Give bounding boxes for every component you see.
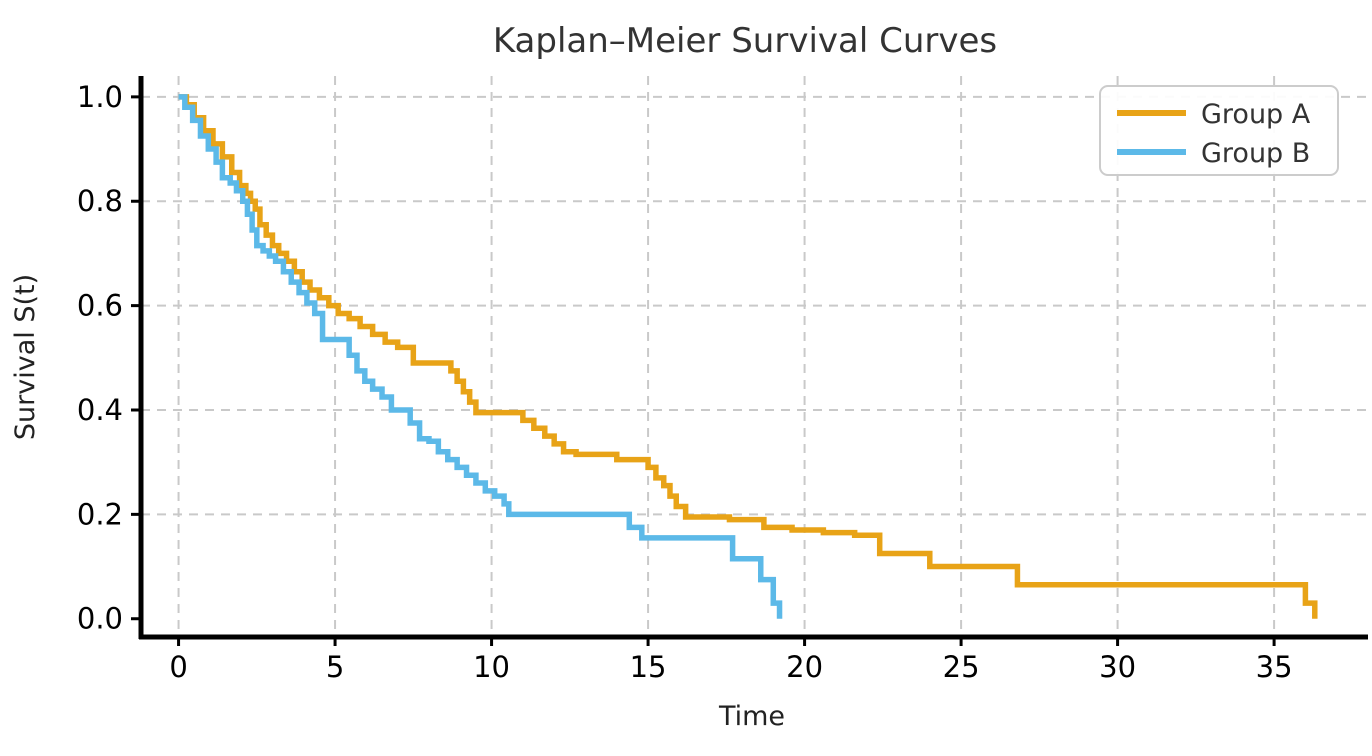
y-tick-label-2: 0.4	[77, 393, 123, 427]
y-axis-label: Survival S(t)	[10, 274, 41, 440]
y-tick-label-4: 0.8	[77, 184, 123, 218]
x-tick-label-6: 30	[1099, 650, 1136, 684]
x-tick-label-3: 15	[630, 650, 667, 684]
y-tick-label-1: 0.2	[77, 497, 123, 531]
x-tick-label-1: 5	[326, 650, 344, 684]
x-tick-label-2: 10	[473, 650, 510, 684]
chart-legend[interactable]: Group A Group B	[1099, 85, 1339, 176]
x-tick-label-4: 20	[786, 650, 823, 684]
survival-curves	[178, 94, 1318, 619]
x-tick-label-5: 25	[943, 650, 980, 684]
gridlines	[141, 76, 1368, 637]
y-tick-label-0: 0.0	[77, 602, 123, 636]
legend-label-group-a: Group A	[1201, 99, 1311, 130]
legend-label-group-b: Group B	[1201, 138, 1310, 169]
tick-labels: 0 5 10 15 20 25 30 35 0.0 0.2 0.4 0.6 0.8 1.0	[77, 80, 1293, 684]
curve-group-b	[178, 94, 783, 619]
x-tick-label-7: 35	[1256, 650, 1293, 684]
curve-group-a	[178, 94, 1318, 619]
x-axis-label: Time	[718, 701, 785, 732]
y-tick-label-5: 1.0	[77, 80, 123, 114]
x-tick-label-0: 0	[169, 650, 187, 684]
y-tick-label-3: 0.6	[77, 289, 123, 323]
chart-title: Kaplan–Meier Survival Curves	[493, 21, 997, 61]
